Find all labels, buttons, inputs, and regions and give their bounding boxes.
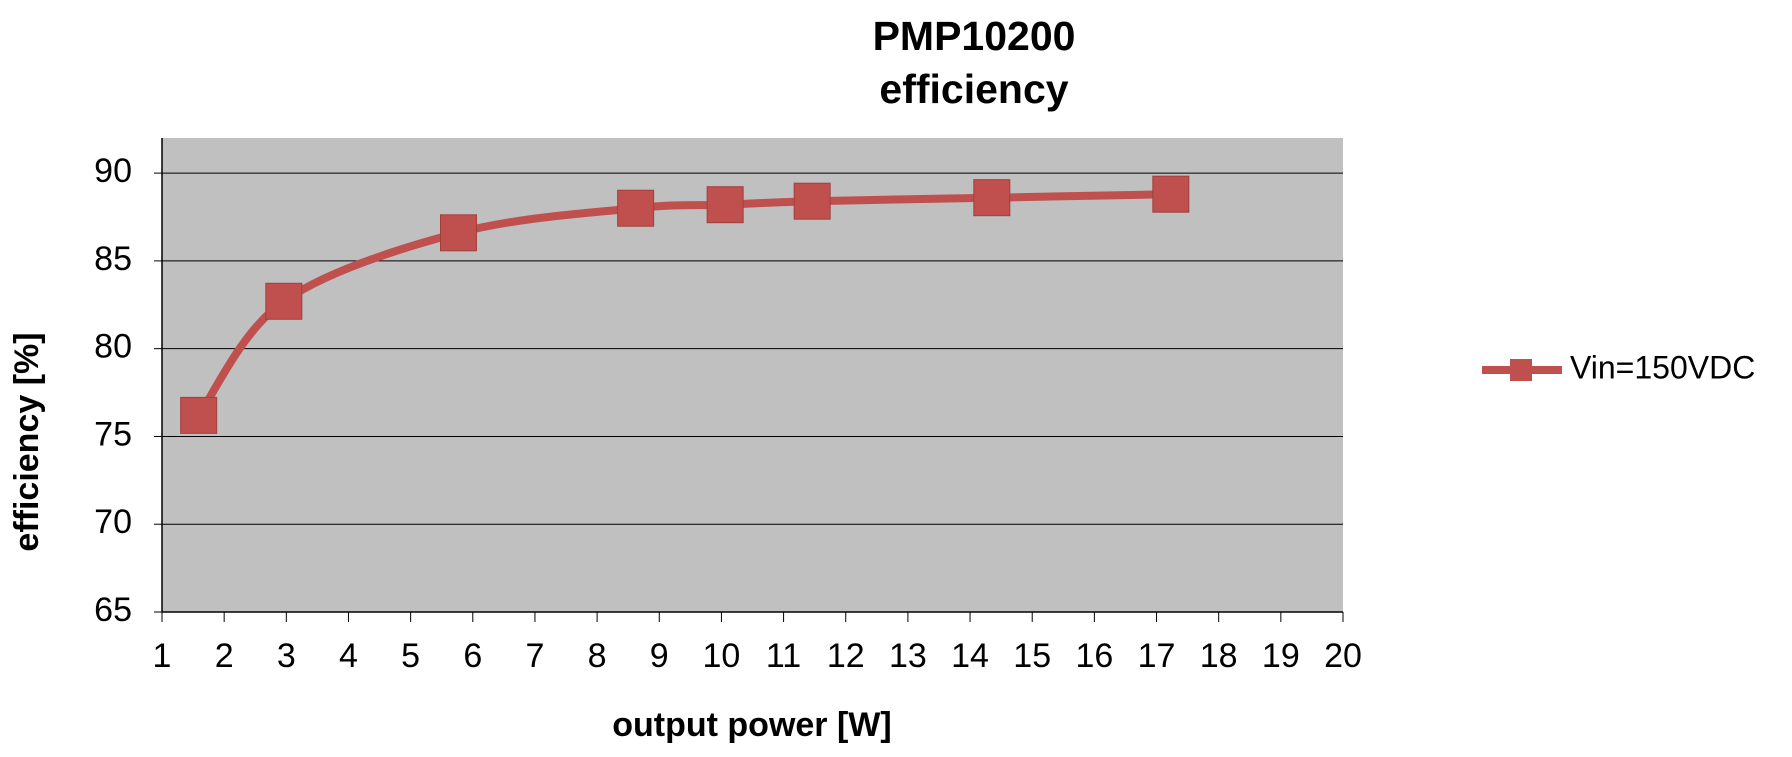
- x-tick-label: 10: [703, 637, 741, 675]
- x-tick-label: 17: [1138, 637, 1176, 675]
- x-tick-label: 12: [827, 637, 865, 675]
- marker: [439, 214, 477, 252]
- x-tick-label: 11: [766, 637, 801, 675]
- marker: [617, 189, 655, 227]
- x-tick-label: 5: [401, 637, 420, 675]
- chart-title: PMP10200: [873, 13, 1076, 59]
- x-tick-label: 9: [650, 637, 669, 675]
- x-axis-label: output power [W]: [612, 706, 891, 744]
- y-axis-label: efficiency [%]: [8, 332, 46, 551]
- x-tick-label: 6: [463, 637, 482, 675]
- chart-title: efficiency: [879, 66, 1068, 112]
- x-tick-label: 19: [1262, 637, 1300, 675]
- y-tick-label: 85: [94, 240, 132, 278]
- x-tick-label: 13: [889, 637, 927, 675]
- legend-marker: [1510, 359, 1532, 381]
- y-tick-label: 70: [94, 503, 132, 541]
- x-tick-label: 2: [215, 637, 234, 675]
- marker: [973, 179, 1011, 217]
- x-tick-label: 7: [525, 637, 544, 675]
- x-tick-label: 8: [588, 637, 607, 675]
- x-tick-label: 15: [1013, 637, 1051, 675]
- x-tick-label: 14: [951, 637, 989, 675]
- marker: [1152, 175, 1190, 213]
- legend-label: Vin=150VDC: [1570, 349, 1755, 385]
- y-tick-label: 90: [94, 152, 132, 190]
- marker: [706, 186, 744, 224]
- x-tick-label: 4: [339, 637, 358, 675]
- plot-area: [162, 138, 1343, 612]
- x-tick-label: 20: [1324, 637, 1362, 675]
- y-tick-label: 65: [94, 591, 132, 629]
- y-tick-label: 80: [94, 328, 132, 366]
- y-tick-label: 75: [94, 415, 132, 453]
- marker: [180, 396, 218, 434]
- marker: [265, 282, 303, 320]
- x-tick-label: 1: [153, 637, 172, 675]
- x-tick-label: 18: [1200, 637, 1238, 675]
- marker: [793, 182, 831, 220]
- x-tick-label: 3: [277, 637, 296, 675]
- x-tick-label: 16: [1075, 637, 1113, 675]
